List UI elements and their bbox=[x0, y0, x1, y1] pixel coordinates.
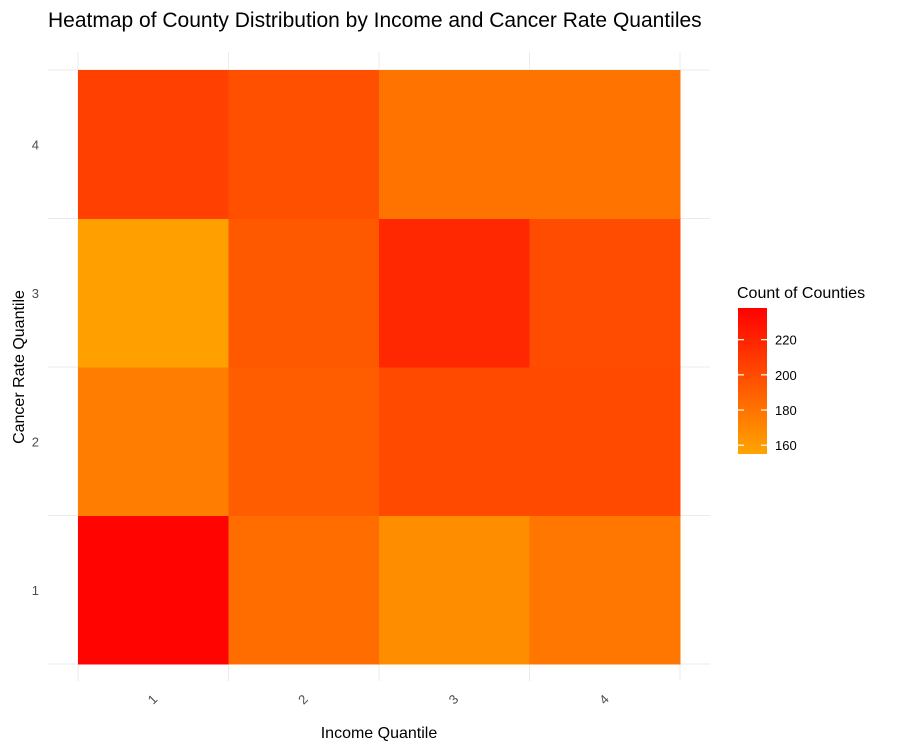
legend-tick-label: 200 bbox=[775, 368, 797, 383]
heatmap-tile-income-3-cancer-2 bbox=[379, 367, 530, 516]
heatmap-tile-income-4-cancer-4 bbox=[529, 70, 681, 219]
heatmap-tile-income-1-cancer-1 bbox=[78, 515, 229, 665]
y-tick-labels: 1 2 3 4 bbox=[32, 137, 39, 598]
legend-ticks: 160 180 200 220 bbox=[738, 333, 797, 453]
heatmap-tiles bbox=[78, 70, 681, 665]
chart-title: Heatmap of County Distribution by Income… bbox=[48, 9, 702, 32]
legend-colorbar bbox=[738, 308, 767, 454]
heatmap-tile-income-2-cancer-2 bbox=[228, 367, 380, 516]
legend-tick-label: 180 bbox=[775, 403, 797, 418]
heatmap-tile-income-2-cancer-1 bbox=[228, 515, 380, 665]
heatmap-tile-income-1-cancer-3 bbox=[78, 218, 229, 368]
heatmap-tile-income-4-cancer-2 bbox=[529, 367, 681, 516]
heatmap-tile-income-3-cancer-1 bbox=[379, 515, 530, 665]
heatmap-tile-income-3-cancer-3 bbox=[379, 218, 530, 368]
heatmap-tile-income-2-cancer-3 bbox=[228, 218, 380, 368]
y-tick-label: 1 bbox=[32, 583, 39, 598]
heatmap-tile-income-1-cancer-2 bbox=[78, 367, 229, 516]
heatmap-tile-income-3-cancer-4 bbox=[379, 70, 530, 219]
legend-title: Count of Counties bbox=[737, 285, 865, 302]
legend-tick-label: 220 bbox=[775, 333, 797, 348]
y-tick-label: 4 bbox=[32, 137, 39, 152]
heatmap-tile-income-4-cancer-1 bbox=[529, 515, 681, 665]
heatmap-tile-income-1-cancer-4 bbox=[78, 70, 229, 219]
y-tick-label: 2 bbox=[32, 434, 39, 449]
heatmap-tile-income-4-cancer-3 bbox=[529, 218, 681, 368]
color-legend: Count of Counties 160 180 200 220 bbox=[737, 285, 865, 454]
heatmap-tile-income-2-cancer-4 bbox=[228, 70, 380, 219]
y-tick-label: 3 bbox=[32, 286, 39, 301]
legend-tick-label: 160 bbox=[775, 438, 797, 453]
x-axis-title: Income Quantile bbox=[321, 725, 438, 742]
y-axis-title: Cancer Rate Quantile bbox=[11, 290, 28, 444]
